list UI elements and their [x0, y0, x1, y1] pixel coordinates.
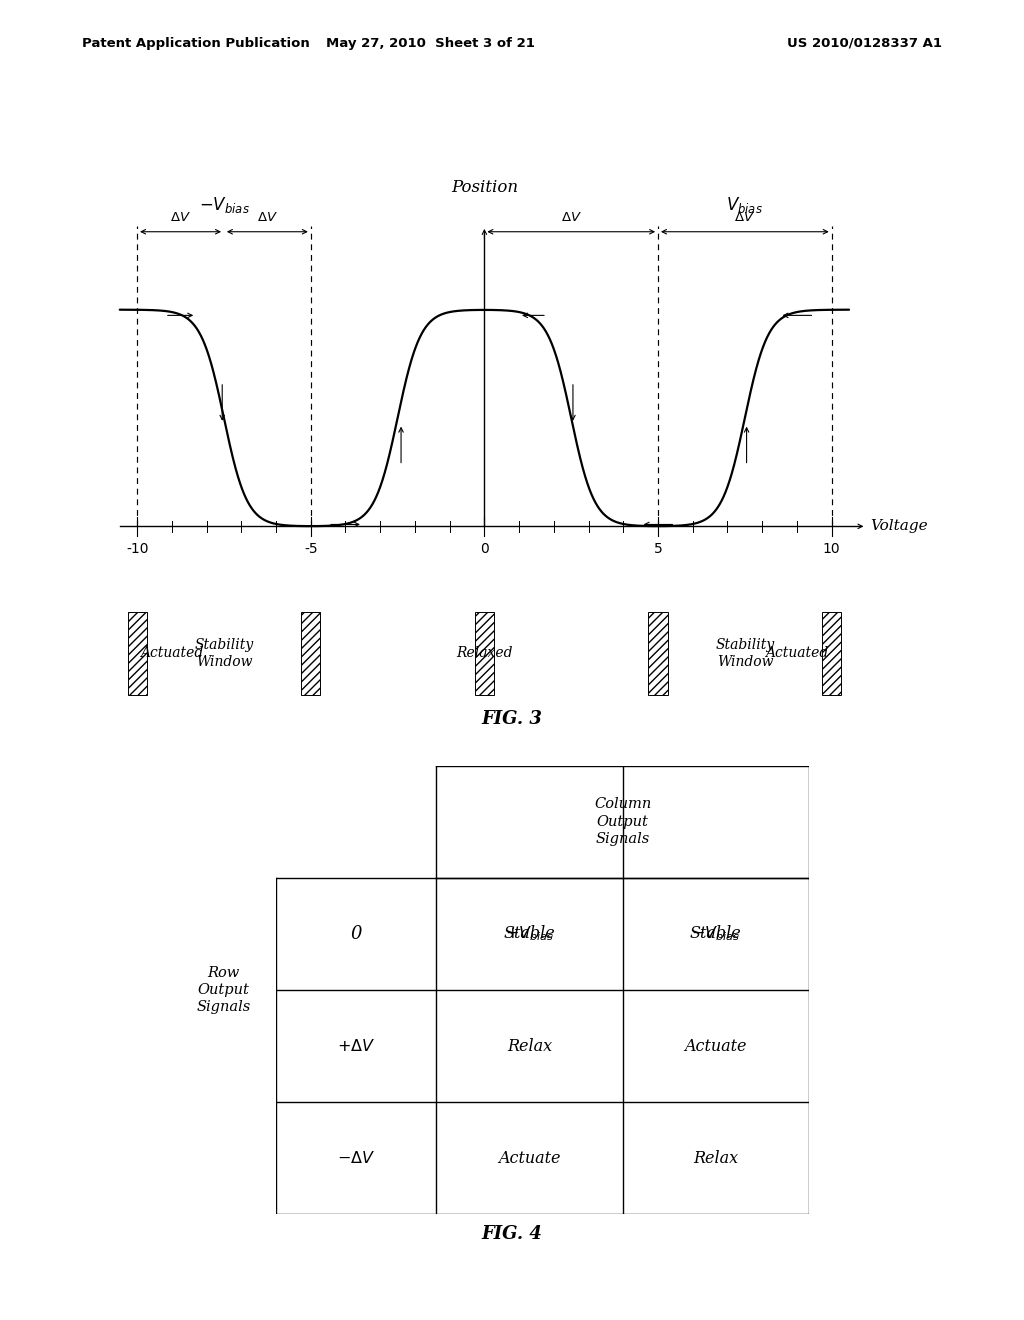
Bar — [648, 611, 668, 694]
Text: Stable: Stable — [690, 925, 741, 942]
Text: Actuate: Actuate — [684, 1038, 748, 1055]
Text: Position: Position — [451, 178, 518, 195]
Text: Row
Output
Signals: Row Output Signals — [197, 966, 250, 1014]
Text: $-V_{bias}$: $-V_{bias}$ — [199, 194, 250, 215]
Text: 0: 0 — [480, 541, 488, 556]
Text: 0: 0 — [350, 925, 362, 942]
Text: $\Delta V$: $\Delta V$ — [561, 211, 582, 224]
Text: FIG. 3: FIG. 3 — [481, 710, 543, 729]
Text: Column
Output
Signals: Column Output Signals — [594, 797, 651, 846]
Text: Relax: Relax — [507, 1038, 552, 1055]
Text: -10: -10 — [126, 541, 148, 556]
Text: Relaxed: Relaxed — [456, 647, 513, 660]
Text: Stability
Window: Stability Window — [195, 639, 254, 668]
Text: FIG. 4: FIG. 4 — [481, 1225, 543, 1243]
Text: $\Delta V$: $\Delta V$ — [170, 211, 191, 224]
Text: $+\Delta V$: $+\Delta V$ — [337, 1038, 376, 1055]
Text: $+V_{bias}$: $+V_{bias}$ — [505, 924, 554, 944]
Bar — [301, 611, 321, 694]
Text: 5: 5 — [653, 541, 663, 556]
Text: US 2010/0128337 A1: US 2010/0128337 A1 — [787, 37, 942, 50]
Bar — [475, 611, 494, 694]
Text: 10: 10 — [823, 541, 841, 556]
Text: $-\Delta V$: $-\Delta V$ — [337, 1150, 376, 1167]
Text: $\Delta V$: $\Delta V$ — [257, 211, 278, 224]
Text: May 27, 2010  Sheet 3 of 21: May 27, 2010 Sheet 3 of 21 — [326, 37, 535, 50]
Text: $-V_{bias}$: $-V_{bias}$ — [691, 924, 740, 944]
Text: $\Delta V$: $\Delta V$ — [734, 211, 756, 224]
Bar — [822, 611, 842, 694]
Text: Relax: Relax — [693, 1150, 738, 1167]
Text: -5: -5 — [304, 541, 317, 556]
Text: Stability
Window: Stability Window — [715, 639, 774, 668]
Text: Stable: Stable — [504, 925, 555, 942]
Text: $V_{bias}$: $V_{bias}$ — [726, 194, 763, 215]
Text: Actuate: Actuate — [498, 1150, 561, 1167]
Text: Voltage: Voltage — [869, 519, 928, 533]
Text: Actuated: Actuated — [765, 647, 828, 660]
Text: Actuated: Actuated — [140, 647, 204, 660]
Bar — [128, 611, 146, 694]
Text: Patent Application Publication: Patent Application Publication — [82, 37, 309, 50]
